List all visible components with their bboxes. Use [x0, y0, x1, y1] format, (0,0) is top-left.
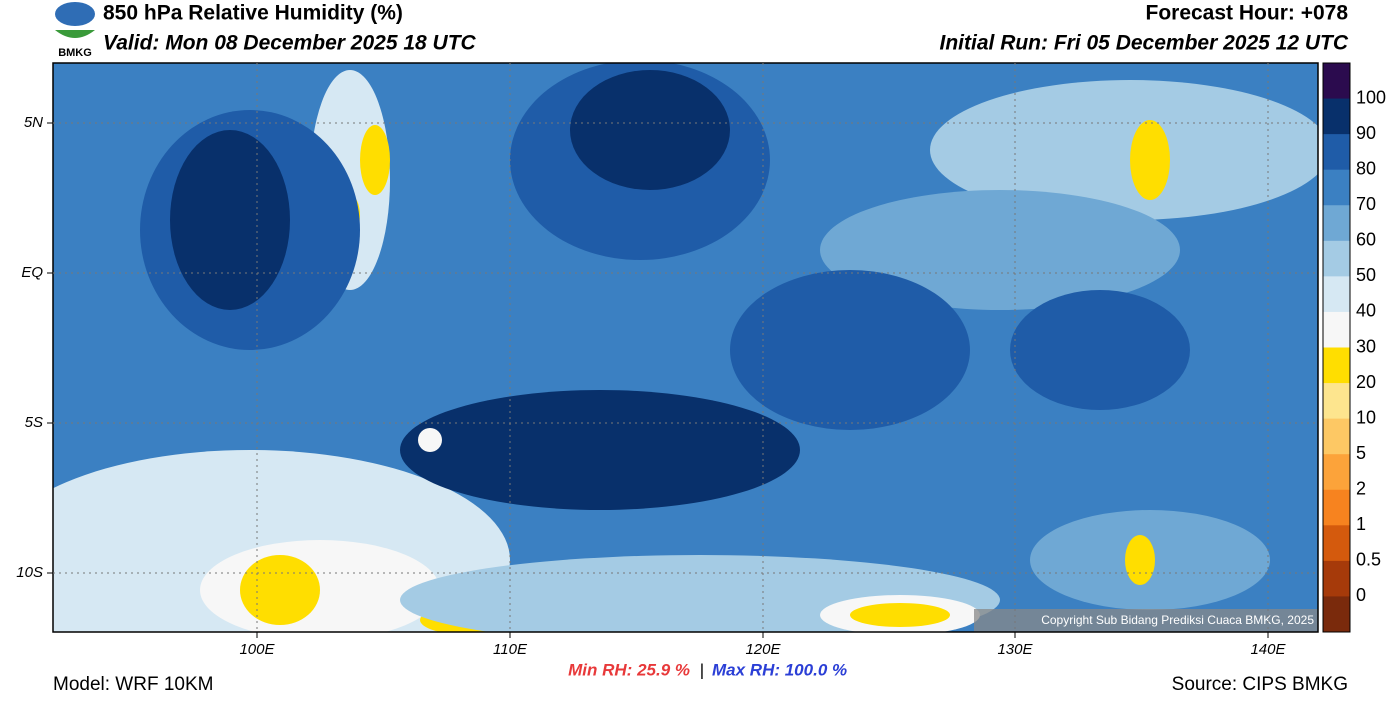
lat-label: 5N — [24, 114, 43, 131]
colorbar-frame — [1322, 62, 1351, 633]
colorbar-segment — [1323, 347, 1350, 384]
colorbar-label: 10 — [1356, 407, 1376, 427]
colorbar-label: 1 — [1356, 514, 1366, 534]
colorbar-label: 100 — [1356, 87, 1386, 107]
logo — [55, 2, 95, 38]
colorbar-segment — [1323, 63, 1350, 100]
map-frame — [52, 62, 1319, 633]
colorbar-label: 2 — [1356, 479, 1366, 499]
lon-label: 120E — [745, 641, 781, 658]
colorbar-label: 50 — [1356, 265, 1376, 285]
colorbar-segment — [1323, 418, 1350, 455]
colorbar-label: 60 — [1356, 230, 1376, 250]
initial-run: Initial Run: Fri 05 December 2025 12 UTC — [940, 32, 1349, 55]
colorbar-label: 70 — [1356, 194, 1376, 214]
colorbar-label: 40 — [1356, 301, 1376, 321]
separator: | — [700, 660, 704, 679]
colorbar-label: 0.5 — [1356, 550, 1381, 570]
colorbar-segment — [1323, 454, 1350, 491]
colorbar-segment — [1323, 383, 1350, 420]
colorbar-label: 5 — [1356, 443, 1366, 463]
max-rh: Max RH: 100.0 % — [712, 660, 847, 679]
colorbar-label: 20 — [1356, 372, 1376, 392]
colorbar-segment — [1323, 98, 1350, 135]
forecast-hour: Forecast Hour: +078 — [1146, 2, 1349, 25]
colorbar-segment — [1323, 276, 1350, 313]
lon-label: 140E — [1250, 641, 1286, 658]
colorbar-segment — [1323, 560, 1350, 597]
lat-label: 5S — [25, 414, 43, 431]
model: Model: WRF 10KM — [53, 674, 213, 695]
colorbar-segment — [1323, 240, 1350, 277]
colorbar-label: 30 — [1356, 336, 1376, 356]
lon-label: 130E — [997, 641, 1033, 658]
humidity-map — [53, 63, 1318, 632]
colorbar-segment — [1323, 489, 1350, 526]
colorbar-segment — [1323, 205, 1350, 242]
lon-label: 110E — [493, 641, 528, 658]
source: Source: CIPS BMKG — [1172, 674, 1348, 695]
colorbar-label: 90 — [1356, 123, 1376, 143]
title: 850 hPa Relative Humidity (%) — [103, 2, 403, 25]
colorbar-segment — [1323, 525, 1350, 562]
colorbar-label: 0 — [1356, 585, 1366, 605]
lon-label: 100E — [239, 641, 275, 658]
colorbar-segment — [1323, 169, 1350, 206]
logo-text: BMKG — [58, 47, 92, 59]
lat-label: 10S — [16, 564, 43, 581]
lat-label: EQ — [21, 264, 43, 281]
colorbar-segment — [1323, 134, 1350, 171]
valid-time: Valid: Mon 08 December 2025 18 UTC — [103, 32, 477, 55]
min-rh: Min RH: 25.9 % — [568, 660, 690, 679]
copyright: Copyright Sub Bidang Prediksi Cuaca BMKG… — [1041, 613, 1314, 627]
colorbar-segment — [1323, 311, 1350, 348]
colorbar-segment — [1323, 596, 1350, 633]
colorbar-label: 80 — [1356, 158, 1376, 178]
